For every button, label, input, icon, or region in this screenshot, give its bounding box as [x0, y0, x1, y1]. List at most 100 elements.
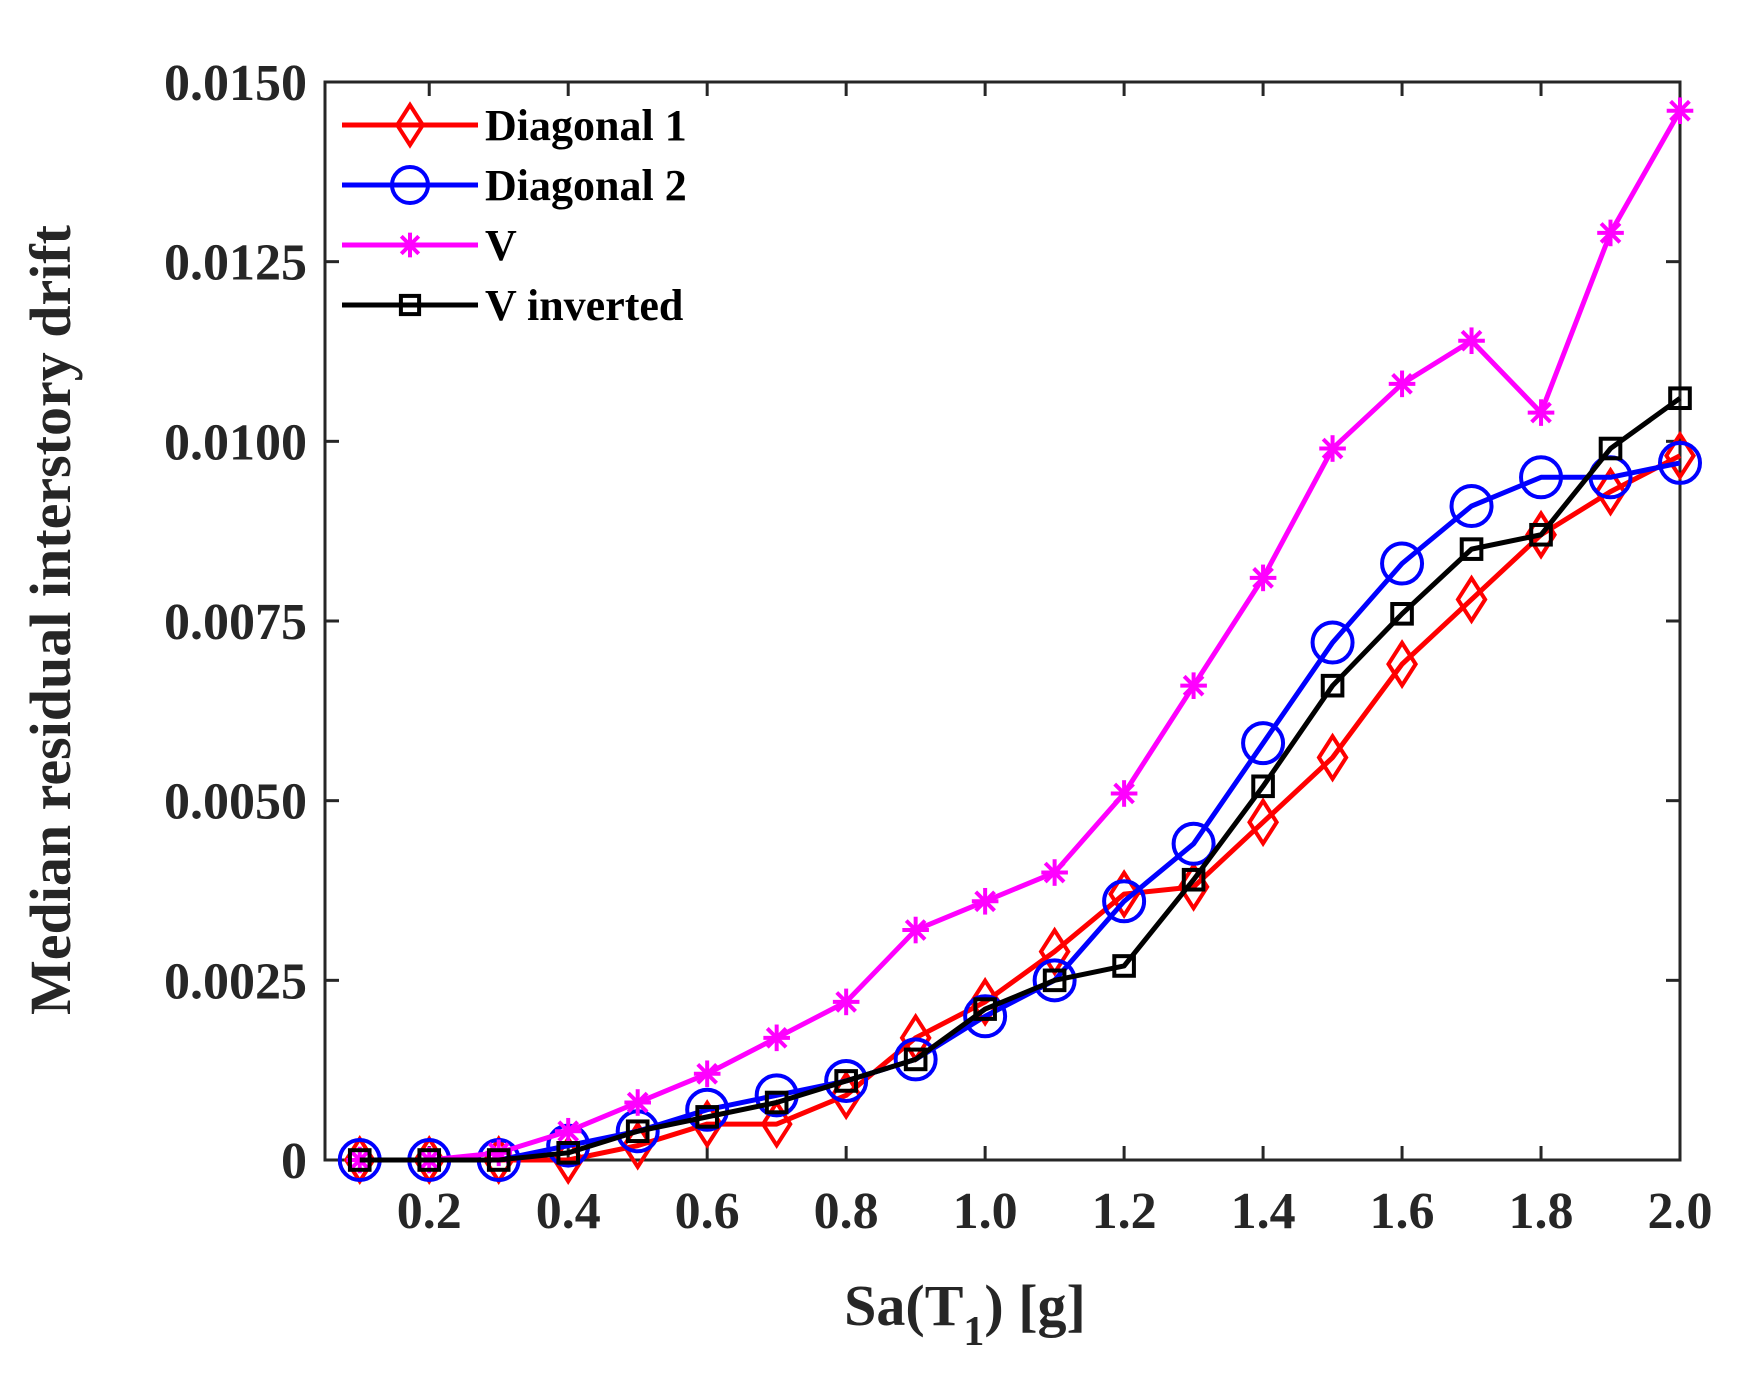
data-point — [554, 1117, 582, 1145]
data-point — [1527, 399, 1555, 426]
data-point — [556, 1141, 581, 1165]
y-tick-label: 0.0100 — [164, 414, 307, 471]
data-point — [693, 1060, 721, 1088]
legend-item: Diagonal 2 — [342, 161, 687, 210]
asterisk-stroke — [765, 1027, 788, 1049]
data-point — [1112, 954, 1136, 978]
x-tick-label: 0.2 — [397, 1183, 462, 1240]
series-v — [346, 97, 1694, 1174]
x-tick-label: 1.2 — [1092, 1183, 1157, 1240]
legend-label: Diagonal 2 — [485, 161, 687, 210]
data-point — [1529, 522, 1553, 547]
asterisk-stroke — [1252, 567, 1274, 589]
data-point — [764, 1090, 789, 1115]
data-point — [1390, 602, 1414, 626]
y-tick-label: 0.0075 — [164, 594, 307, 651]
data-point — [760, 1099, 793, 1150]
asterisk-stroke — [626, 1091, 649, 1114]
data-point — [903, 1047, 928, 1072]
legend-marker — [397, 232, 423, 258]
y-tick-label: 0.0050 — [164, 774, 307, 831]
data-point — [347, 1148, 372, 1172]
x-tick-label: 2.0 — [1648, 1183, 1713, 1240]
data-point — [1041, 859, 1068, 886]
legend-marker — [398, 293, 422, 317]
x-axis: 0.2 0.4 0.6 0.8 1.0 1.2 1.4 1.6 1.8 2.0 — [397, 82, 1713, 1240]
series-line — [359, 396, 1682, 1163]
y-tick-label: 0.0025 — [164, 953, 307, 1010]
data-point — [763, 1024, 790, 1052]
x-tick-label: 1.4 — [1231, 1183, 1296, 1240]
data-point — [834, 1069, 858, 1093]
data-point — [1038, 926, 1071, 977]
asterisk-stroke — [835, 991, 857, 1013]
legend-marker — [390, 165, 430, 205]
asterisk-stroke — [696, 1062, 718, 1085]
data-point — [695, 1105, 719, 1129]
series-diagonal-2 — [337, 440, 1702, 1182]
x-axis-label-subscript: 1 — [963, 1309, 984, 1355]
data-point — [1455, 574, 1488, 625]
data-point — [1458, 327, 1485, 355]
data-point — [902, 916, 929, 944]
data-point — [1594, 466, 1627, 517]
data-point — [973, 997, 997, 1021]
data-point — [1380, 541, 1425, 586]
series-layer — [337, 97, 1702, 1185]
data-point — [1241, 721, 1286, 766]
x-tick-label: 0.4 — [536, 1183, 601, 1240]
asterisk-stroke — [1043, 861, 1066, 884]
x-tick-label: 0.8 — [814, 1183, 879, 1240]
data-point — [1247, 797, 1280, 848]
asterisk-stroke — [1321, 437, 1344, 460]
data-point — [1032, 958, 1077, 1003]
data-point — [417, 1148, 442, 1172]
asterisk-stroke — [557, 1120, 580, 1143]
data-point — [1388, 370, 1416, 398]
asterisk-stroke — [399, 234, 421, 256]
data-point — [1181, 867, 1206, 892]
data-point — [1251, 774, 1275, 799]
series-line — [359, 460, 1681, 1163]
legend-label: V — [485, 221, 517, 270]
asterisk-stroke — [974, 890, 996, 913]
y-tick-label: 0 — [281, 1133, 307, 1190]
y-axis: 0 0.0025 0.0050 0.0075 0.0100 0.0125 0.0150 — [164, 55, 1680, 1190]
y-tick-label: 0.0125 — [164, 235, 307, 292]
data-point — [1249, 564, 1277, 592]
data-point — [1180, 672, 1207, 699]
series-v-inverted — [347, 386, 1692, 1172]
plot-frame — [323, 80, 1682, 1162]
data-point — [624, 1089, 651, 1116]
data-point — [1320, 673, 1345, 698]
data-point — [1664, 430, 1696, 481]
data-point — [1110, 780, 1138, 807]
asterisk-stroke — [904, 919, 927, 941]
asterisk-stroke — [1113, 782, 1135, 805]
data-point — [1386, 639, 1419, 690]
asterisk-stroke — [1460, 329, 1483, 352]
plot-border — [323, 80, 1682, 1162]
data-point — [1108, 869, 1141, 920]
legend-label: Diagonal 1 — [485, 101, 687, 150]
data-point — [486, 1148, 511, 1172]
data-point — [1171, 821, 1216, 866]
legend-label: V inverted — [485, 281, 683, 330]
legend-item: Diagonal 1 — [342, 101, 687, 150]
data-point — [1310, 620, 1355, 665]
asterisk-stroke — [1530, 401, 1552, 424]
data-point — [963, 994, 1008, 1039]
data-point — [1597, 219, 1624, 247]
x-tick-label: 1.8 — [1509, 1183, 1574, 1240]
data-point — [893, 1037, 938, 1082]
y-tick-label: 0.0150 — [164, 55, 307, 112]
data-point — [1666, 97, 1694, 125]
x-axis-label: Sa(T1) [g] — [844, 1273, 1086, 1355]
data-point — [832, 988, 860, 1016]
asterisk-stroke — [1391, 373, 1413, 395]
data-point — [1042, 968, 1067, 993]
data-point — [1316, 732, 1349, 783]
data-point — [1519, 455, 1564, 500]
